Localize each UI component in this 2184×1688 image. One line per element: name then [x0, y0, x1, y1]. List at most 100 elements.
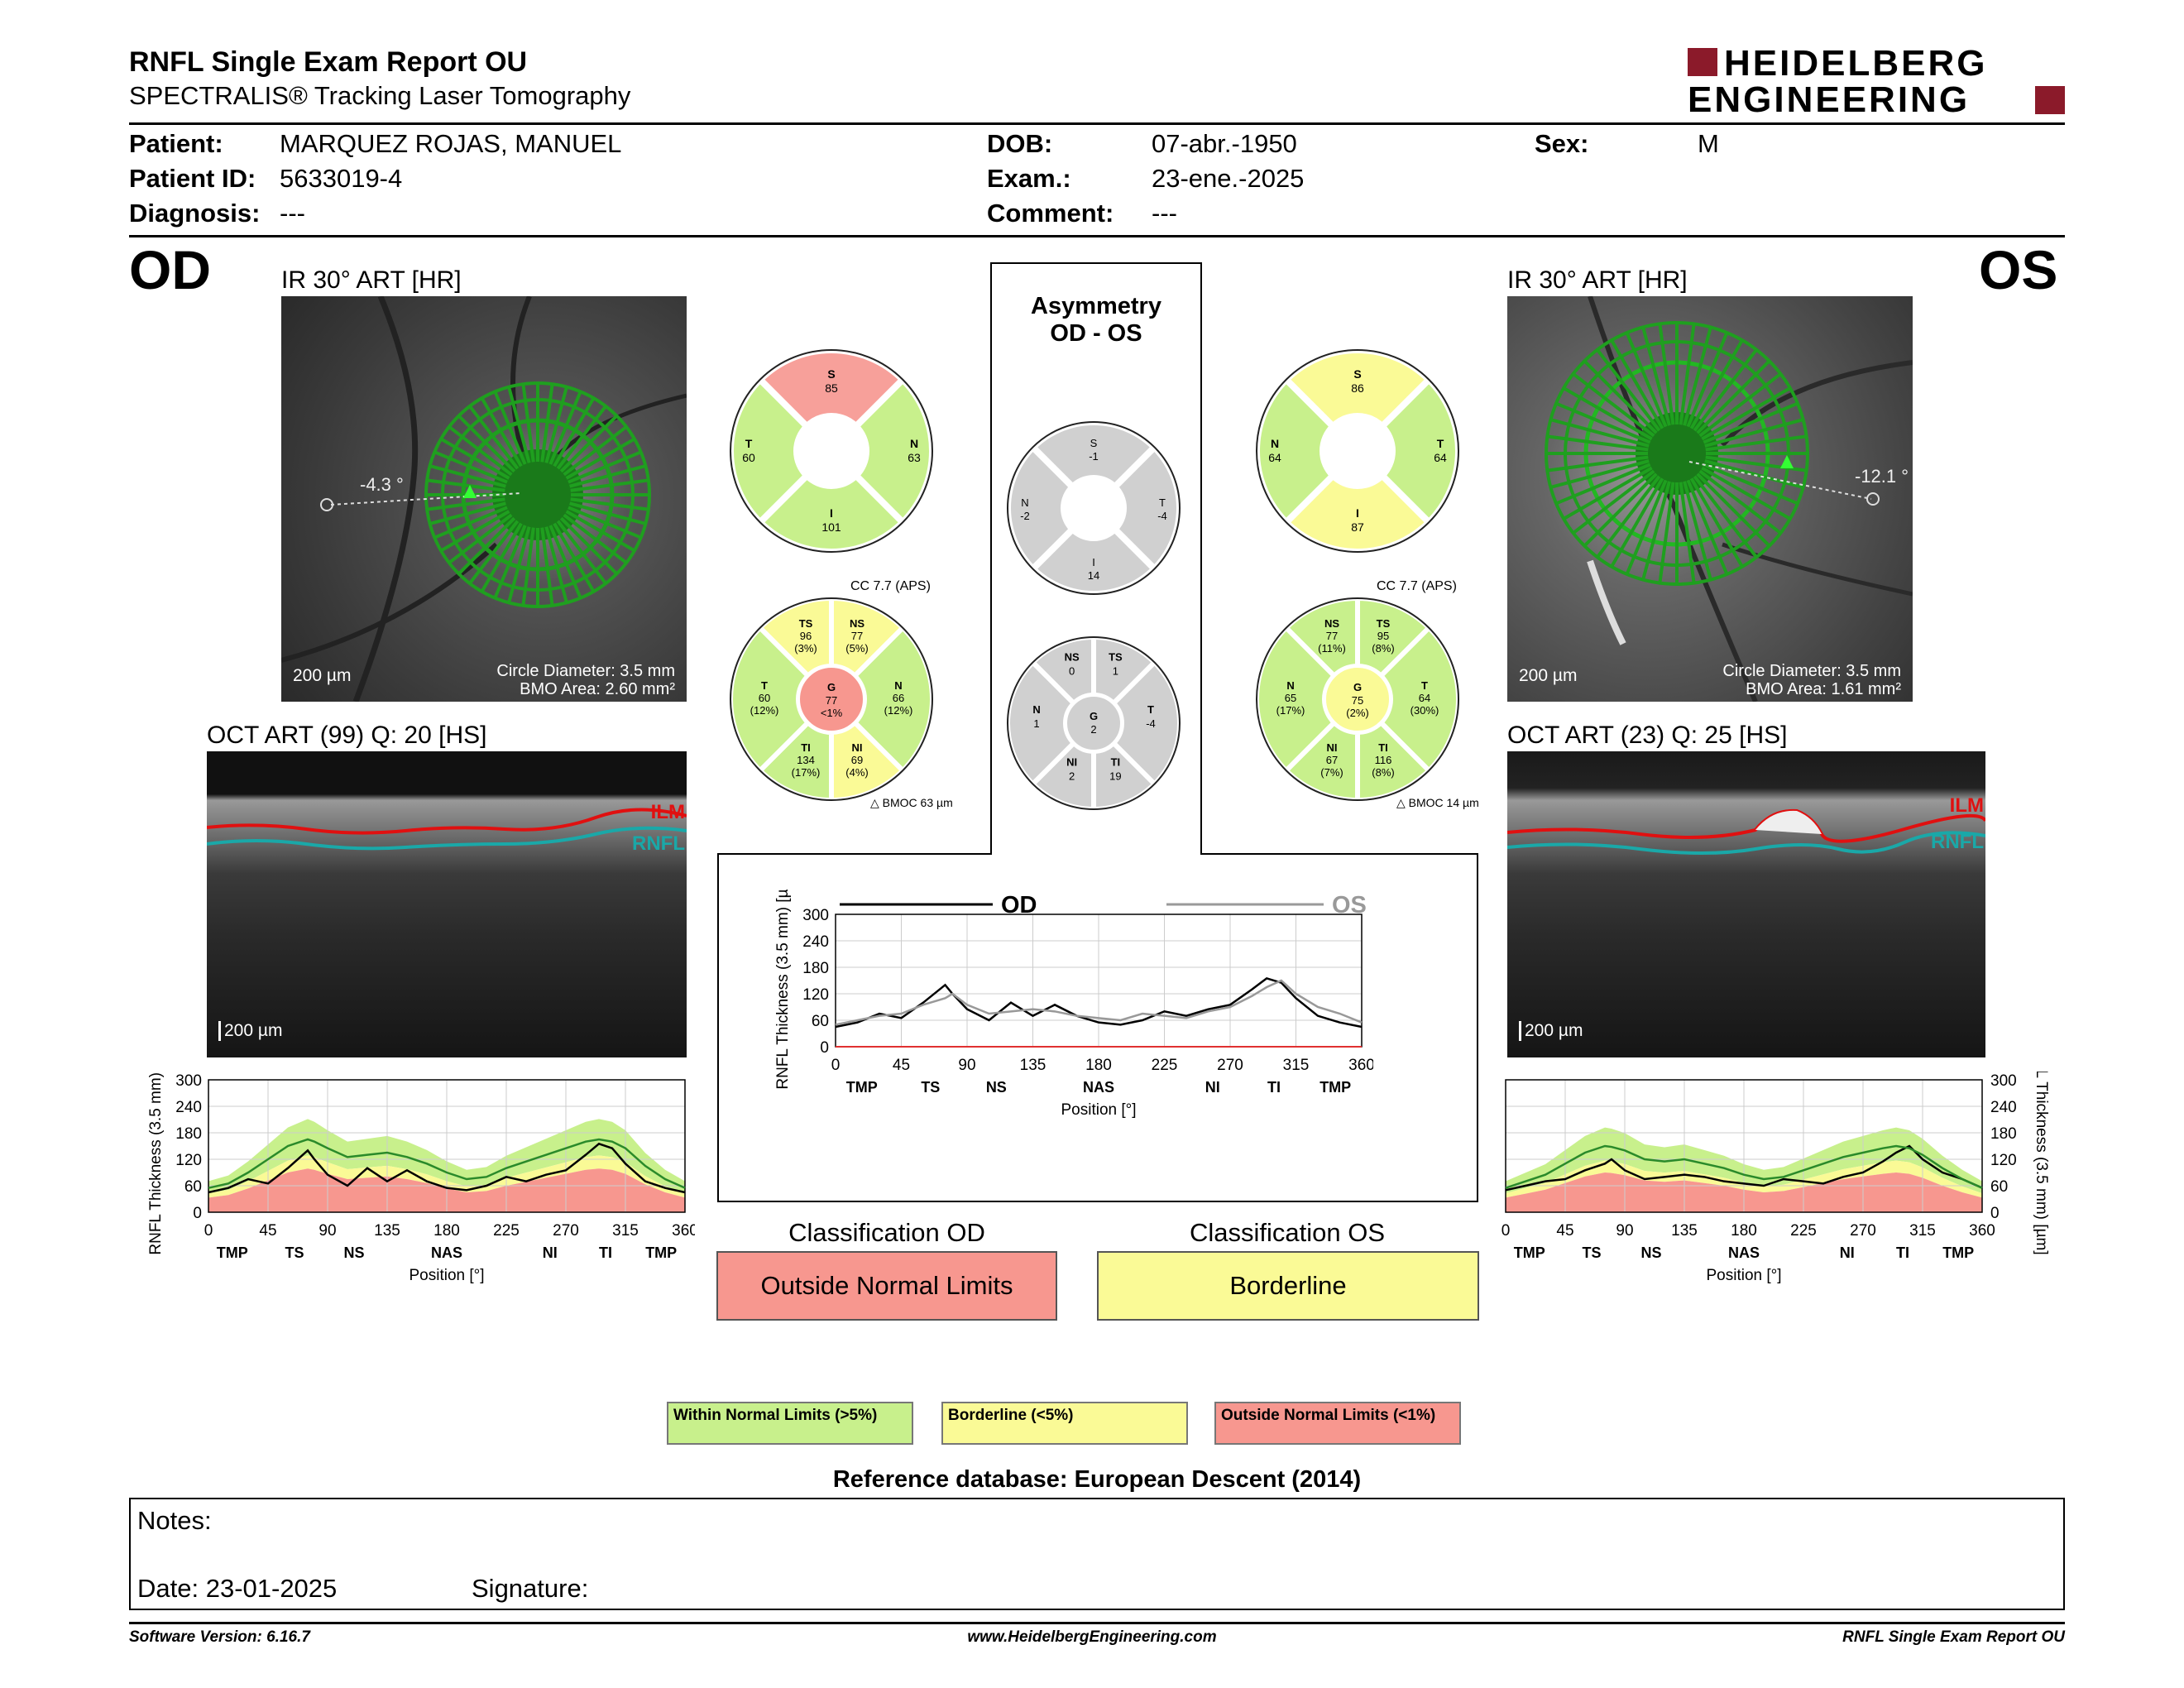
- patient-label: Patient:: [129, 129, 223, 158]
- x-tick-label: 45: [259, 1222, 276, 1240]
- x-tick-label: 90: [1616, 1222, 1633, 1240]
- asym-sec-label-TI: TI: [1111, 756, 1121, 769]
- x-tick-label: 0: [204, 1222, 213, 1240]
- svg-text:77: 77: [826, 694, 837, 707]
- region-label: TI: [599, 1244, 612, 1261]
- os-ilm-label: ILM: [1949, 794, 1984, 817]
- y-tick-label: 120: [1990, 1152, 2017, 1169]
- x-tick-label: 90: [318, 1222, 336, 1240]
- report-subtitle: SPECTRALIS® Tracking Laser Tomography: [129, 81, 631, 110]
- legend-outside-normal: Outside Normal Limits (<1%): [1214, 1402, 1461, 1445]
- footer-website[interactable]: www.HeidelbergEngineering.com: [967, 1628, 1217, 1646]
- y-tick-label: 120: [802, 986, 829, 1004]
- legend-borderline: Borderline (<5%): [941, 1402, 1188, 1445]
- region-label: NI: [1840, 1244, 1855, 1261]
- x-tick-label: 225: [1152, 1057, 1178, 1074]
- svg-text:G: G: [1090, 710, 1098, 722]
- legend-within-normal: Within Normal Limits (>5%): [667, 1402, 913, 1445]
- svg-text:66: 66: [893, 692, 904, 704]
- comment-value: ---: [1152, 199, 1177, 228]
- comment-label: Comment:: [987, 199, 1114, 228]
- asym-sec-label-TS: TS: [1109, 650, 1123, 663]
- os-scale: 200 µm: [1519, 666, 1578, 685]
- region-label: NS: [343, 1244, 364, 1261]
- x-tick-label: 0: [1502, 1222, 1511, 1240]
- x-tick-label: 135: [1020, 1057, 1046, 1074]
- x-tick-label: 360: [1348, 1057, 1373, 1074]
- svg-text:60: 60: [759, 692, 770, 704]
- dob-label: DOB:: [987, 129, 1053, 158]
- y-tick-label: 180: [1990, 1125, 2017, 1143]
- y-tick-label: 60: [812, 1013, 829, 1030]
- x-tick-label: 180: [1731, 1222, 1757, 1240]
- os-sec-label-NS: NS: [1324, 617, 1339, 630]
- svg-text:69: 69: [851, 754, 863, 766]
- os-quad-i: I 87: [1351, 506, 1364, 534]
- os-sec-label-T: T: [1421, 679, 1428, 692]
- svg-text:65: 65: [1285, 692, 1296, 704]
- os-oct-bscan: ILM RNFL 200 µm: [1507, 751, 1985, 1057]
- x-tick-label: 0: [831, 1057, 841, 1074]
- reference-database: Reference database: European Descent (20…: [832, 1466, 1362, 1493]
- dob-value: 07-abr.-1950: [1152, 129, 1297, 158]
- os-ir-title: IR 30° ART [HR]: [1507, 266, 1688, 294]
- svg-text:96: 96: [800, 630, 812, 642]
- svg-text:<1%: <1%: [821, 707, 843, 719]
- series-line-1: [1505, 1144, 1983, 1189]
- y-tick-label: 60: [1990, 1178, 2008, 1196]
- od-sec-label-NI: NI: [851, 741, 862, 754]
- exam-value: 23-ene.-2025: [1152, 164, 1305, 193]
- svg-text:-4: -4: [1146, 717, 1156, 730]
- svg-text:1: 1: [1113, 664, 1118, 677]
- notes-box[interactable]: Notes: Date: 23-01-2025 Signature:: [129, 1498, 2065, 1610]
- x-axis-label: Position [°]: [1061, 1101, 1136, 1119]
- svg-text:(17%): (17%): [792, 766, 821, 779]
- diagnosis-value: ---: [280, 199, 305, 228]
- od-sector-dial: TS96(3%)NS77(5%)N66(12%)NI69(4%)TI134(17…: [728, 596, 935, 803]
- od-bmoc-label: △ BMOC 63 µm: [870, 796, 953, 809]
- svg-text:77: 77: [1326, 630, 1338, 642]
- asym-sec-label-N: N: [1032, 703, 1040, 716]
- x-tick-label: 135: [374, 1222, 400, 1240]
- svg-text:116: 116: [1375, 754, 1392, 766]
- od-scale: 200 µm: [293, 666, 352, 685]
- region-label: NS: [986, 1079, 1007, 1096]
- asymmetry-title: Asymmetry OD - OS: [1031, 293, 1161, 347]
- legend-os: OS: [1332, 892, 1367, 918]
- os-sec-label-NI: NI: [1327, 741, 1338, 754]
- svg-text:(11%): (11%): [1318, 642, 1346, 655]
- svg-text:(17%): (17%): [1276, 704, 1305, 717]
- y-tick-label: 60: [184, 1178, 202, 1196]
- svg-text:(3%): (3%): [794, 642, 817, 655]
- x-tick-label: 180: [433, 1222, 460, 1240]
- region-label: TMP: [217, 1244, 248, 1261]
- od-oct-title: OCT ART (99) Q: 20 [HS]: [207, 722, 487, 749]
- y-tick-label: 240: [175, 1099, 202, 1116]
- region-label: NAS: [1083, 1079, 1114, 1096]
- classification-os-value: Borderline: [1097, 1251, 1479, 1321]
- x-tick-label: 315: [612, 1222, 639, 1240]
- svg-text:(7%): (7%): [1320, 766, 1343, 779]
- svg-text:95: 95: [1377, 630, 1389, 642]
- asym-quad-s: S -1: [1089, 437, 1099, 463]
- od-os-comparison-chart: 0 60 120 180 240 300 0 45 90 135 180 225 270 315 360 TM…: [774, 890, 1373, 1119]
- svg-text:2: 2: [1069, 770, 1075, 783]
- x-tick-label: 45: [1556, 1222, 1573, 1240]
- y-tick-label: 240: [1990, 1099, 2017, 1116]
- y-tick-label: 0: [193, 1205, 202, 1222]
- footer-report-name: RNFL Single Exam Report OU: [1842, 1628, 2065, 1646]
- svg-text:1: 1: [1033, 717, 1039, 730]
- region-label: NS: [1640, 1244, 1661, 1261]
- y-axis-label: RNFL Thickness (3.5 mm) [µm]: [2033, 1072, 2050, 1255]
- od-sec-label-NS: NS: [850, 617, 864, 630]
- classification-od-title: Classification OD: [788, 1218, 985, 1247]
- eye-label-od: OD: [129, 239, 211, 300]
- os-rnfl-chart: 0 60 120 180 240 300 0 45 90 135 180 225 270 315 360 TM…: [1502, 1072, 2050, 1284]
- svg-text:(30%): (30%): [1410, 704, 1439, 717]
- x-tick-label: 180: [1085, 1057, 1112, 1074]
- y-tick-label: 300: [1990, 1072, 2017, 1090]
- asym-sec-label-NS: NS: [1065, 650, 1080, 663]
- patient-id-label: Patient ID:: [129, 164, 256, 193]
- svg-text:19: 19: [1109, 770, 1121, 783]
- date-label: Date: 23-01-2025: [137, 1574, 338, 1603]
